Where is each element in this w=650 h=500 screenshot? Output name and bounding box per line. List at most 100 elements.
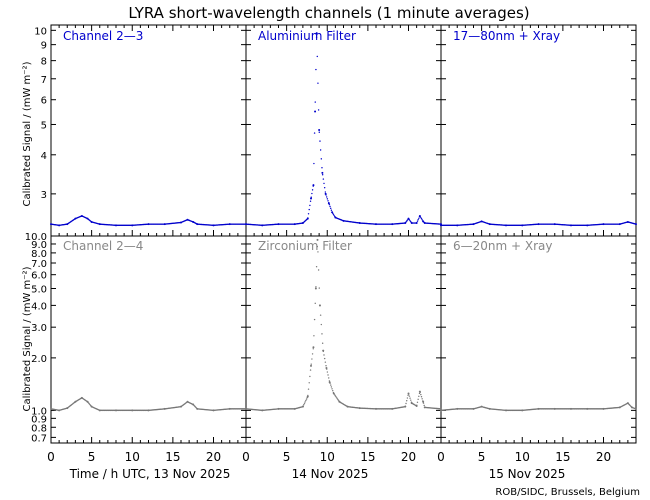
data-point-anchor-top-p1-9 bbox=[315, 32, 318, 35]
data-point-bottom-p1 bbox=[330, 386, 333, 388]
data-point-anchor-top-p2-1 bbox=[456, 224, 459, 227]
data-point-anchor-bottom-p0-10 bbox=[147, 409, 150, 412]
data-point-anchor-top-p2-2 bbox=[472, 223, 475, 226]
data-point-bottom-p1 bbox=[312, 348, 314, 350]
data-point-top-p1 bbox=[420, 217, 423, 220]
data-point-top-p1 bbox=[321, 174, 324, 176]
data-point-top-p1 bbox=[311, 192, 313, 195]
top-panel-frame-2 bbox=[245, 24, 442, 237]
data-point-anchor-bottom-p2-2 bbox=[472, 407, 475, 410]
data-point-anchor-bottom-p2-3 bbox=[480, 405, 483, 408]
data-point-top-p1 bbox=[319, 149, 322, 151]
y-tick-label-top: 8 bbox=[41, 57, 47, 68]
data-point-anchor-top-p1-6 bbox=[310, 197, 312, 200]
data-point-anchor-bottom-p1-4 bbox=[301, 405, 304, 408]
data-point-anchor-top-p0-15 bbox=[196, 223, 199, 226]
data-point-bottom-p1 bbox=[321, 342, 324, 344]
x-tick-label-p1-0: 0 bbox=[242, 450, 250, 464]
data-point-anchor-top-p0-16 bbox=[212, 224, 215, 227]
data-point-anchor-bottom-p1-13 bbox=[328, 381, 331, 384]
data-point-anchor-top-p0-11 bbox=[163, 223, 166, 226]
data-point-anchor-top-p1-14 bbox=[331, 211, 334, 214]
data-point-bottom-p1 bbox=[328, 377, 330, 379]
data-point-anchor-bottom-p2-15 bbox=[635, 407, 637, 410]
data-point-anchor-bottom-p1-18 bbox=[375, 407, 377, 410]
data-point-anchor-bottom-p2-1 bbox=[456, 407, 459, 410]
data-point-top-p1 bbox=[309, 200, 312, 202]
data-point-anchor-top-p2-5 bbox=[505, 224, 507, 227]
panel-label-channel-2-3: Channel 2—3 bbox=[63, 29, 143, 43]
y-tick-label-bottom: 3.0 bbox=[31, 323, 47, 334]
data-point-anchor-bottom-p0-5 bbox=[86, 400, 89, 403]
data-point-bottom-p1 bbox=[309, 375, 311, 378]
data-point-anchor-top-p2-3 bbox=[480, 220, 483, 223]
data-point-anchor-bottom-p0-3 bbox=[74, 400, 77, 403]
data-point-top-p1 bbox=[416, 220, 419, 222]
data-point-bottom-p1 bbox=[317, 269, 320, 271]
data-point-bottom-p1 bbox=[323, 354, 325, 356]
x-tick-label-p0-1: 5 bbox=[88, 450, 96, 464]
data-point-anchor-bottom-p1-22 bbox=[410, 402, 413, 405]
data-point-top-p1 bbox=[322, 178, 325, 180]
data-point-anchor-top-p0-5 bbox=[86, 217, 89, 220]
x-tick-label-p1-1: 5 bbox=[283, 450, 291, 464]
x-tick-label-p1-2: 10 bbox=[320, 450, 335, 464]
data-point-bottom-p1 bbox=[420, 396, 423, 398]
data-point-anchor-bottom-p2-6 bbox=[521, 409, 524, 412]
data-point-anchor-top-p2-12 bbox=[618, 223, 621, 226]
data-point-top-p1 bbox=[320, 158, 323, 160]
y-tick-label-top: 9 bbox=[41, 41, 47, 52]
data-point-bottom-p1 bbox=[410, 399, 412, 401]
data-point-bottom-p1 bbox=[307, 388, 310, 390]
data-point-anchor-bottom-p0-0 bbox=[50, 407, 52, 410]
panel-label-aluminium-filter: Aluminium Filter bbox=[258, 29, 356, 43]
data-point-anchor-top-p0-17 bbox=[228, 223, 231, 226]
bottom-row: Calibrated Signal / (mW m⁻²) Channel 2—4… bbox=[22, 232, 637, 444]
data-point-bottom-p1 bbox=[407, 394, 409, 396]
data-point-top-p1 bbox=[326, 198, 329, 200]
data-point-top-p1 bbox=[324, 191, 327, 193]
data-point-bottom-p1 bbox=[334, 394, 336, 396]
data-point-bottom-p1 bbox=[317, 251, 319, 253]
top-panel-frame-1 bbox=[50, 24, 247, 237]
x-tick-label-p2-4: 20 bbox=[596, 450, 611, 464]
x-tick-label-p0-4: 20 bbox=[206, 450, 221, 464]
data-point-anchor-bottom-p1-5 bbox=[306, 395, 309, 398]
data-point-anchor-bottom-p1-24 bbox=[418, 390, 421, 393]
data-point-top-p1 bbox=[307, 213, 310, 215]
data-point-anchor-bottom-p1-7 bbox=[312, 346, 315, 349]
y-tick-label-bottom: 5.0 bbox=[31, 284, 47, 295]
y-tick-label-bottom: 0.8 bbox=[31, 423, 47, 434]
data-point-top-p1 bbox=[317, 82, 319, 84]
data-point-anchor-bottom-p0-1 bbox=[58, 409, 61, 412]
data-point-anchor-bottom-p1-23 bbox=[415, 404, 418, 407]
data-point-anchor-bottom-p2-10 bbox=[586, 407, 589, 410]
x-tick-label-p0-2: 10 bbox=[125, 450, 140, 464]
data-point-anchor-bottom-p2-0 bbox=[440, 409, 442, 412]
data-point-anchor-bottom-p1-25 bbox=[422, 400, 425, 403]
data-point-anchor-top-p2-11 bbox=[602, 223, 605, 226]
data-point-anchor-bottom-p0-4 bbox=[80, 396, 83, 399]
data-point-top-p1 bbox=[323, 182, 325, 185]
data-point-top-p1 bbox=[332, 213, 335, 216]
data-point-bottom-p1 bbox=[315, 286, 317, 288]
data-point-bottom-p1 bbox=[309, 369, 312, 371]
data-point-anchor-bottom-p0-13 bbox=[186, 400, 189, 403]
y-tick-label-bottom: 2.0 bbox=[31, 354, 47, 365]
data-point-anchor-bottom-p2-13 bbox=[626, 402, 629, 405]
data-point-bottom-p1 bbox=[303, 404, 305, 406]
data-point-anchor-bottom-p2-4 bbox=[488, 407, 491, 410]
data-point-anchor-top-p1-10 bbox=[318, 129, 321, 132]
data-point-bottom-p1 bbox=[408, 395, 411, 397]
data-point-anchor-bottom-p1-16 bbox=[346, 405, 349, 408]
data-point-anchor-bottom-p0-6 bbox=[90, 405, 93, 408]
data-point-anchor-top-p2-13 bbox=[626, 220, 629, 223]
data-point-bottom-p1 bbox=[323, 357, 326, 360]
data-point-anchor-bottom-p0-11 bbox=[163, 407, 166, 410]
data-point-anchor-bottom-p1-26 bbox=[423, 406, 426, 409]
data-point-anchor-bottom-p1-2 bbox=[277, 407, 280, 410]
data-point-bottom-p1 bbox=[324, 361, 327, 363]
data-point-top-p1 bbox=[417, 219, 419, 221]
bottom-panel-frame-3 bbox=[440, 235, 637, 444]
y-tick-label-bottom: 0.9 bbox=[31, 414, 47, 425]
